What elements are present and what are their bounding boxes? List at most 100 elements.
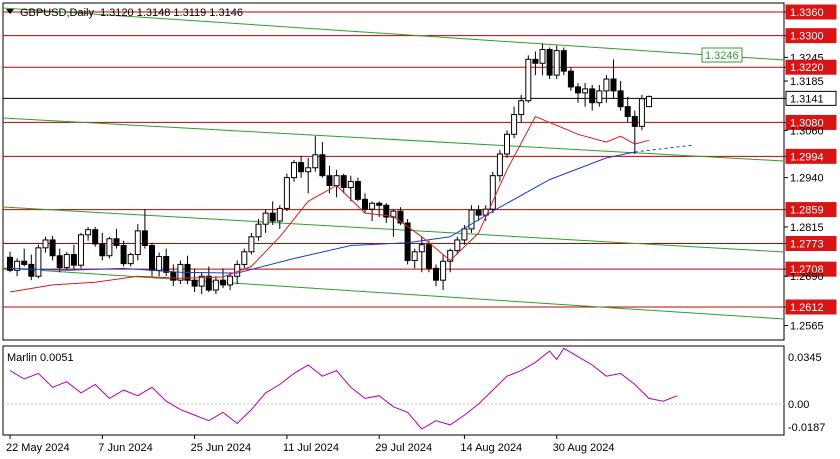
- candle-body: [113, 238, 120, 246]
- candle-body: [212, 279, 219, 291]
- candle-body: [447, 250, 454, 262]
- candle-body: [42, 239, 49, 249]
- candle-body: [234, 263, 241, 277]
- price-label: 1.3220: [790, 62, 824, 74]
- date-label: 25 Jun 2024: [191, 442, 252, 454]
- candle-body: [14, 260, 21, 271]
- candle-body: [589, 88, 596, 104]
- candle-body: [354, 181, 361, 200]
- candle-body: [191, 279, 198, 287]
- candle-body: [120, 244, 127, 265]
- level-tag: [785, 202, 837, 218]
- candle-body: [227, 275, 234, 286]
- candle-body: [63, 254, 70, 269]
- level-tag: [785, 28, 837, 44]
- ohlc-label: 1.3120 1.3148 1.3119 1.3146: [100, 7, 243, 19]
- candle-body: [283, 177, 290, 209]
- candle-body: [205, 275, 212, 291]
- candle-body: [170, 271, 177, 281]
- candle-body: [28, 263, 35, 277]
- candle-body: [575, 86, 581, 94]
- candle-body: [461, 228, 468, 241]
- candle-body: [390, 210, 397, 218]
- level-tag: [785, 59, 837, 75]
- price-label: 1.3141: [790, 93, 824, 105]
- candle-body: [582, 88, 589, 94]
- price-label: 1.2815: [790, 222, 824, 234]
- candle-body: [262, 212, 269, 225]
- candle-body: [163, 256, 170, 273]
- oscillator-line: [9, 347, 678, 430]
- candle-body: [624, 106, 631, 118]
- channel-upper: [2, 7, 785, 61]
- date-label: 7 Jun 2024: [98, 442, 152, 454]
- candle-body: [149, 244, 155, 271]
- horizontal-levels: [3, 11, 784, 308]
- candle-body: [376, 202, 383, 206]
- candle-body: [92, 229, 99, 245]
- candle-body: [553, 50, 560, 76]
- candle-body: [532, 58, 539, 64]
- price-label: 1.2773: [790, 239, 824, 251]
- candle-body: [646, 95, 652, 108]
- candle-body: [220, 279, 226, 286]
- channel-middle: [2, 117, 785, 162]
- price-label: 1.2940: [790, 173, 824, 185]
- candle-body: [567, 70, 574, 88]
- candle-body: [369, 202, 376, 210]
- candle-body: [596, 90, 603, 104]
- candle-body: [489, 175, 496, 210]
- ma-slow-line: [9, 151, 635, 274]
- level-tag: [785, 4, 837, 20]
- indicator-tick-zero: 0.00: [788, 399, 809, 411]
- candle-body: [617, 90, 624, 108]
- candle-body: [397, 210, 404, 224]
- candle-body: [638, 98, 645, 127]
- candle-body: [546, 48, 553, 76]
- candle-body: [525, 58, 532, 102]
- indicator-tick-top: 0.0345: [788, 352, 822, 364]
- indicator-tick-bottom: -0.0187: [788, 422, 825, 434]
- main-plot-frame: [2, 2, 785, 341]
- candle-body: [134, 230, 141, 256]
- candle-body: [383, 204, 390, 218]
- candle-body: [56, 255, 63, 269]
- price-axis: 1.33601.33001.32451.32201.31851.31411.30…: [784, 4, 837, 333]
- candle-body: [7, 256, 13, 271]
- candle-body: [21, 260, 28, 265]
- candle-body: [518, 100, 525, 116]
- candle-body: [340, 175, 347, 189]
- price-label: 1.3185: [790, 76, 824, 88]
- candle-body: [496, 153, 503, 177]
- price-label: 1.2994: [790, 151, 824, 163]
- candle-body: [141, 230, 148, 246]
- candle-body: [440, 260, 447, 281]
- collapse-arrow-icon[interactable]: [6, 9, 14, 14]
- candle-body: [35, 247, 42, 277]
- candle-body: [156, 256, 163, 271]
- date-label: 30 Aug 2024: [553, 442, 615, 454]
- indicator-plot-frame: [2, 345, 785, 436]
- candle-body: [504, 133, 510, 155]
- candle-body: [291, 162, 297, 179]
- candle-body: [560, 50, 567, 72]
- candle-body: [603, 78, 610, 92]
- candle-body: [425, 244, 432, 269]
- price-label: 1.2565: [790, 321, 824, 333]
- price-label: 1.3360: [790, 7, 824, 19]
- candle-body: [404, 222, 411, 261]
- candle-body: [305, 167, 312, 173]
- candle-body: [99, 243, 106, 257]
- candle-body: [106, 238, 113, 257]
- candle-body: [610, 78, 617, 92]
- candles: [7, 43, 652, 294]
- candle-body: [631, 116, 638, 127]
- channel-target-tag: [701, 47, 743, 63]
- price-label: 1.3060: [790, 125, 824, 137]
- level-tag: [785, 236, 837, 252]
- level-tag: [785, 261, 837, 277]
- candle-body: [411, 251, 418, 261]
- candle-body: [269, 212, 276, 222]
- price-label: 1.2708: [790, 264, 824, 276]
